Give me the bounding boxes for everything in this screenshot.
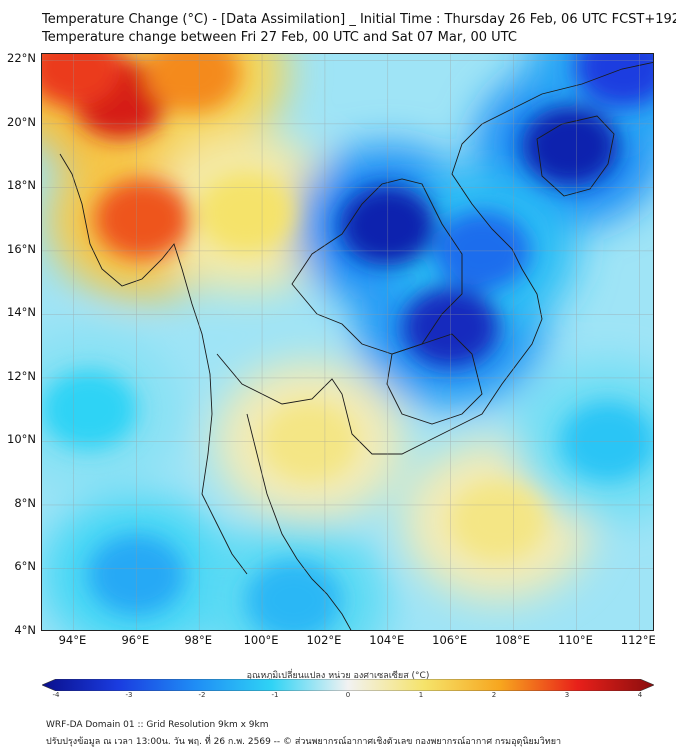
- lat-tick-label: 12°N: [7, 368, 36, 383]
- colorbar-tick-label: -1: [271, 691, 279, 699]
- lon-tick-label: 106°E: [432, 633, 468, 647]
- lat-tick-label: 16°N: [7, 241, 36, 256]
- figure-title-line2: Temperature change between Fri 27 Feb, 0…: [42, 30, 517, 45]
- lat-tick-label: 18°N: [7, 178, 36, 193]
- coast-myanmar: [59, 153, 248, 575]
- colorbar-bar: [42, 679, 654, 691]
- colorbar: [42, 679, 654, 691]
- footer-credit: ปรับปรุงข้อมูล ณ เวลา 13:00น. วัน พฤ. ที…: [46, 737, 562, 747]
- field-core-4: [198, 172, 295, 253]
- lon-tick-label: 96°E: [121, 633, 150, 647]
- field-core-6: [449, 480, 546, 561]
- lat-tick-label: 22°N: [7, 51, 36, 66]
- lat-tick-label: 20°N: [7, 114, 36, 129]
- lon-tick-label: 100°E: [243, 633, 279, 647]
- border-cambodia: [386, 333, 483, 425]
- lat-tick-label: 10°N: [7, 432, 36, 447]
- field-core-13: [245, 560, 342, 630]
- colorbar-tick-label: -2: [198, 691, 206, 699]
- colorbar-label: อุณหภูมิเปลี่ยนแปลง หน่วย องศาเซลเซียส (…: [246, 671, 430, 681]
- field-core-layer: [42, 54, 653, 630]
- lat-tick-label: 14°N: [7, 305, 36, 320]
- lon-tick-label: 102°E: [306, 633, 342, 647]
- figure-title-line1: Temperature Change (°C) - [Data Assimila…: [42, 12, 676, 27]
- colorbar-tick-label: 1: [418, 691, 424, 699]
- lat-tick-label: 6°N: [14, 559, 36, 574]
- field-core-14: [42, 369, 138, 450]
- colorbar-tick-label: 0: [345, 691, 351, 699]
- field-core-2: [144, 54, 241, 114]
- lat-tick-label: 4°N: [14, 623, 36, 637]
- lon-tick-label: 112°E: [620, 633, 656, 647]
- colorbar-tick-label: 3: [564, 691, 570, 699]
- border-thailand-laos: [291, 178, 463, 355]
- lon-tick-label: 110°E: [557, 633, 593, 647]
- lon-tick-label: 108°E: [495, 633, 531, 647]
- map-canvas: [42, 54, 653, 630]
- colorbar-tick-label: -3: [125, 691, 133, 699]
- colorbar-tick-label: 4: [637, 691, 643, 699]
- lon-tick-label: 94°E: [58, 633, 87, 647]
- coast-vietnam: [421, 61, 653, 445]
- coast-hainan: [536, 115, 615, 197]
- field-core-9: [522, 106, 619, 187]
- field-core-3: [94, 179, 191, 260]
- field-core-10: [575, 54, 653, 107]
- gridlines: [42, 54, 653, 630]
- field-core-1: [42, 54, 122, 107]
- colorbar-tick-label: -4: [52, 691, 60, 699]
- colorbar-tick-label: 2: [491, 691, 497, 699]
- lon-tick-label: 98°E: [184, 633, 212, 647]
- coast-peninsula-east: [246, 413, 352, 630]
- lat-tick-label: 8°N: [14, 495, 36, 510]
- footer-model-info: WRF-DA Domain 01 :: Grid Resolution 9km …: [46, 720, 269, 730]
- temperature-change-map[interactable]: [41, 53, 654, 631]
- lon-tick-label: 104°E: [369, 633, 405, 647]
